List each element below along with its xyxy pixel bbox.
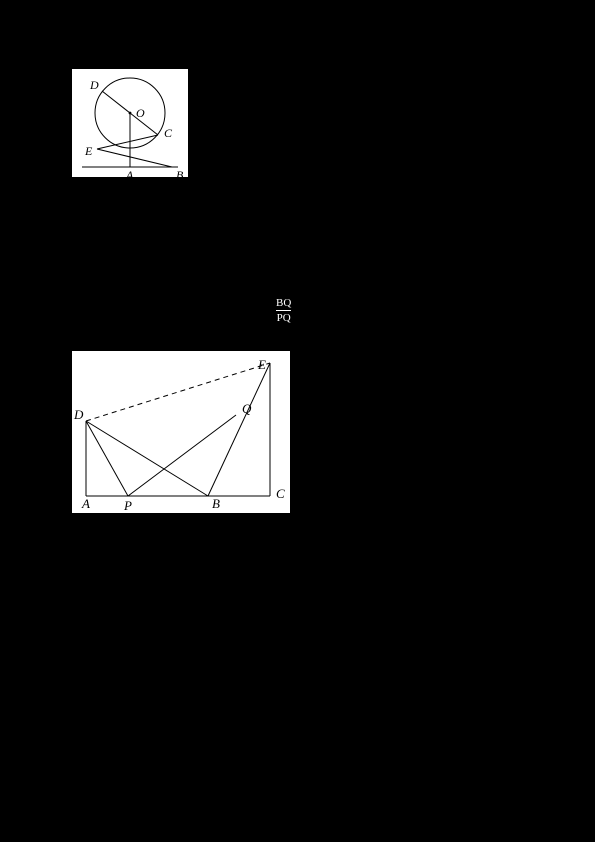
fraction-bar	[276, 310, 291, 311]
svg-text:A: A	[125, 168, 134, 177]
fraction-numerator: BQ	[276, 297, 291, 309]
svg-text:B: B	[212, 496, 220, 511]
svg-text:D: D	[73, 407, 84, 422]
figure-1-panel: O D C E A B	[72, 69, 188, 177]
svg-text:C: C	[276, 486, 285, 501]
fraction-denominator: PQ	[276, 312, 291, 324]
svg-text:C: C	[164, 126, 173, 140]
svg-text:A: A	[81, 496, 90, 511]
figure-2-svg: A B C D E P Q	[72, 351, 290, 513]
svg-text:B: B	[176, 168, 184, 177]
svg-text:Q: Q	[242, 401, 252, 416]
figure-2-panel: A B C D E P Q	[72, 351, 290, 513]
page-root: ODCEAB BQ PQ ABCDEPQ	[0, 0, 595, 842]
svg-text:D: D	[89, 78, 99, 92]
svg-text:E: E	[84, 144, 93, 158]
svg-text:P: P	[123, 498, 132, 513]
svg-text:O: O	[136, 106, 145, 120]
fraction-bq-over-pq: BQ PQ	[276, 297, 291, 324]
svg-text:E: E	[257, 357, 266, 372]
figure-1-svg: O D C E A B	[72, 69, 188, 177]
